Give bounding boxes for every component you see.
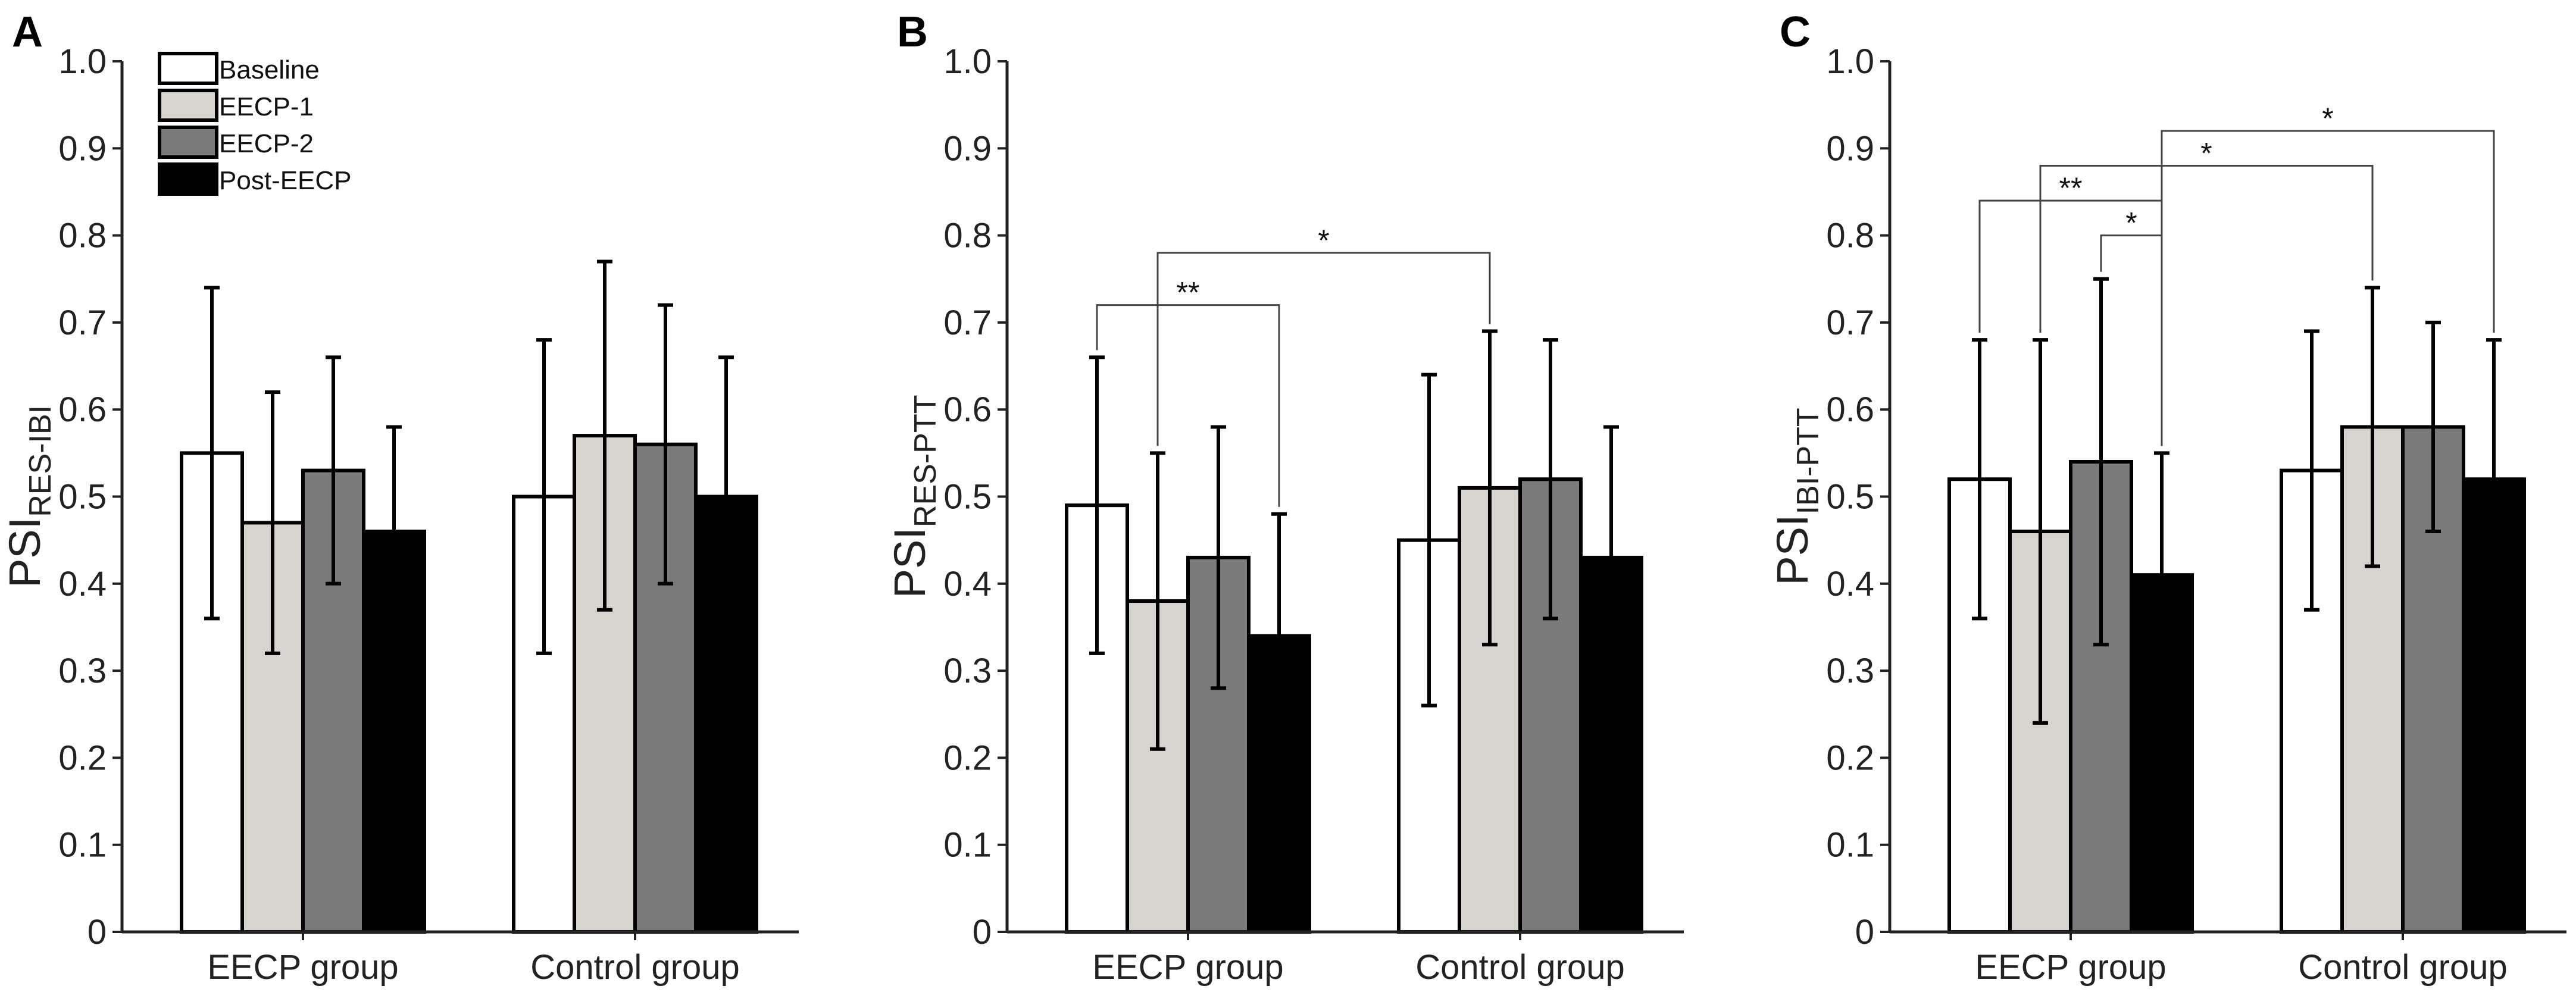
y-tick-label: 0.3 [943, 652, 992, 690]
y-tick-label: 1.0 [943, 42, 992, 81]
x-tick-label: EECP group [1975, 948, 2166, 987]
y-axis-label: PSIIBI-PTT [1768, 408, 1825, 585]
y-tick-label: 0 [1855, 913, 1874, 952]
y-axis-label-main: PSI [1768, 514, 1817, 585]
y-tick-label: 1.0 [58, 42, 107, 81]
y-tick-label: 0.9 [1826, 129, 1874, 168]
significance-label: * [1318, 224, 1329, 257]
y-tick-label: 0.6 [58, 390, 107, 429]
y-tick-label: 0.5 [58, 478, 107, 517]
legend-label: Post-EECP [219, 166, 352, 195]
significance-bracket [2039, 165, 2374, 333]
significance-label: * [2200, 137, 2212, 170]
y-axis-label-main: PSI [885, 527, 934, 598]
y-tick-label: 0.4 [943, 565, 992, 603]
significance-bracket [2161, 130, 2495, 446]
y-tick-label: 0 [87, 913, 107, 952]
legend-label: EECP-2 [219, 129, 314, 158]
panel-a: A PSIRES-IBI 0 0.1 0.2 0.3 0.4 0.5 0.6 0.7 0.8 0.9 1… [0, 8, 799, 987]
x-tick-label: EECP group [1092, 948, 1283, 987]
y-tick-label: 0.3 [58, 652, 107, 690]
legend-swatch-eecp-1 [158, 89, 218, 122]
y-axis-label-subscript: IBI-PTT [1791, 408, 1825, 514]
legend-label: EECP-1 [219, 92, 314, 121]
y-tick-label: 0.7 [58, 303, 107, 342]
y-tick-label: 0.4 [58, 565, 107, 603]
y-tick-label: 0.1 [1826, 826, 1874, 865]
y-tick-label: 0.6 [1826, 390, 1874, 429]
x-tick-label: Control group [530, 948, 739, 987]
y-tick-label: 0.6 [943, 390, 992, 429]
significance-label: * [2322, 102, 2333, 135]
y-tick-label: 0.2 [943, 738, 992, 777]
y-tick-label: 0.9 [58, 129, 107, 168]
significance-label: ** [2059, 171, 2083, 205]
x-tick-label: Control group [2298, 948, 2507, 987]
y-tick-label: 0.5 [1826, 478, 1874, 517]
panel-c: C PSIIBI-PTT 0 0.1 0.2 0.3 0.4 0.5 0.6 0.7 0.8 0.9 1… [1768, 8, 2566, 987]
y-tick-label: 0.4 [1826, 565, 1874, 603]
y-tick-label: 0.2 [58, 738, 107, 777]
legend-swatch-post-eecp [158, 162, 218, 196]
y-axis-label-subscript: RES-IBI [23, 405, 58, 517]
significance-bracket [1156, 252, 1491, 446]
x-tick-label: Control group [1415, 948, 1624, 987]
y-tick-label: 0.5 [943, 478, 992, 517]
y-tick-label: 0.7 [943, 303, 992, 342]
panel-letter: B [897, 8, 928, 56]
legend: Baseline EECP-1 EECP-2 Post-EECP [158, 52, 352, 196]
significance-bracket [2100, 234, 2163, 446]
y-tick-label: 0.3 [1826, 652, 1874, 690]
legend-label: Baseline [219, 55, 320, 85]
y-tick-label: 0.8 [943, 217, 992, 255]
y-tick-label: 1.0 [1826, 42, 1874, 81]
panel-letter: A [12, 8, 43, 56]
y-tick-label: 0.8 [1826, 217, 1874, 255]
y-tick-label: 0.7 [1826, 303, 1874, 342]
significance-label: ** [1177, 276, 1200, 309]
y-tick-label: 0 [973, 913, 992, 952]
panel-b: B PSIRES-PTT 0 0.1 0.2 0.3 0.4 0.5 0.6 0.7 0.8 0.9 1… [885, 8, 1684, 987]
y-axis-label-subscript: RES-PTT [908, 395, 943, 527]
y-tick-label: 0.1 [943, 826, 992, 865]
y-tick-label: 0.9 [943, 129, 992, 168]
significance-label: * [2125, 206, 2137, 240]
x-tick-label: EECP group [207, 948, 398, 987]
y-tick-label: 0.8 [58, 217, 107, 255]
y-axis-label: PSIRES-PTT [885, 395, 943, 599]
legend-swatch-eecp-2 [158, 126, 218, 159]
panel-letter: C [1780, 8, 1811, 56]
significance-bracket [1096, 304, 1280, 507]
legend-swatch-baseline [158, 52, 218, 85]
y-axis-label-main: PSI [0, 517, 49, 588]
y-tick-label: 0.1 [58, 826, 107, 865]
y-tick-label: 0.2 [1826, 738, 1874, 777]
y-axis-label: PSIRES-IBI [0, 405, 58, 588]
